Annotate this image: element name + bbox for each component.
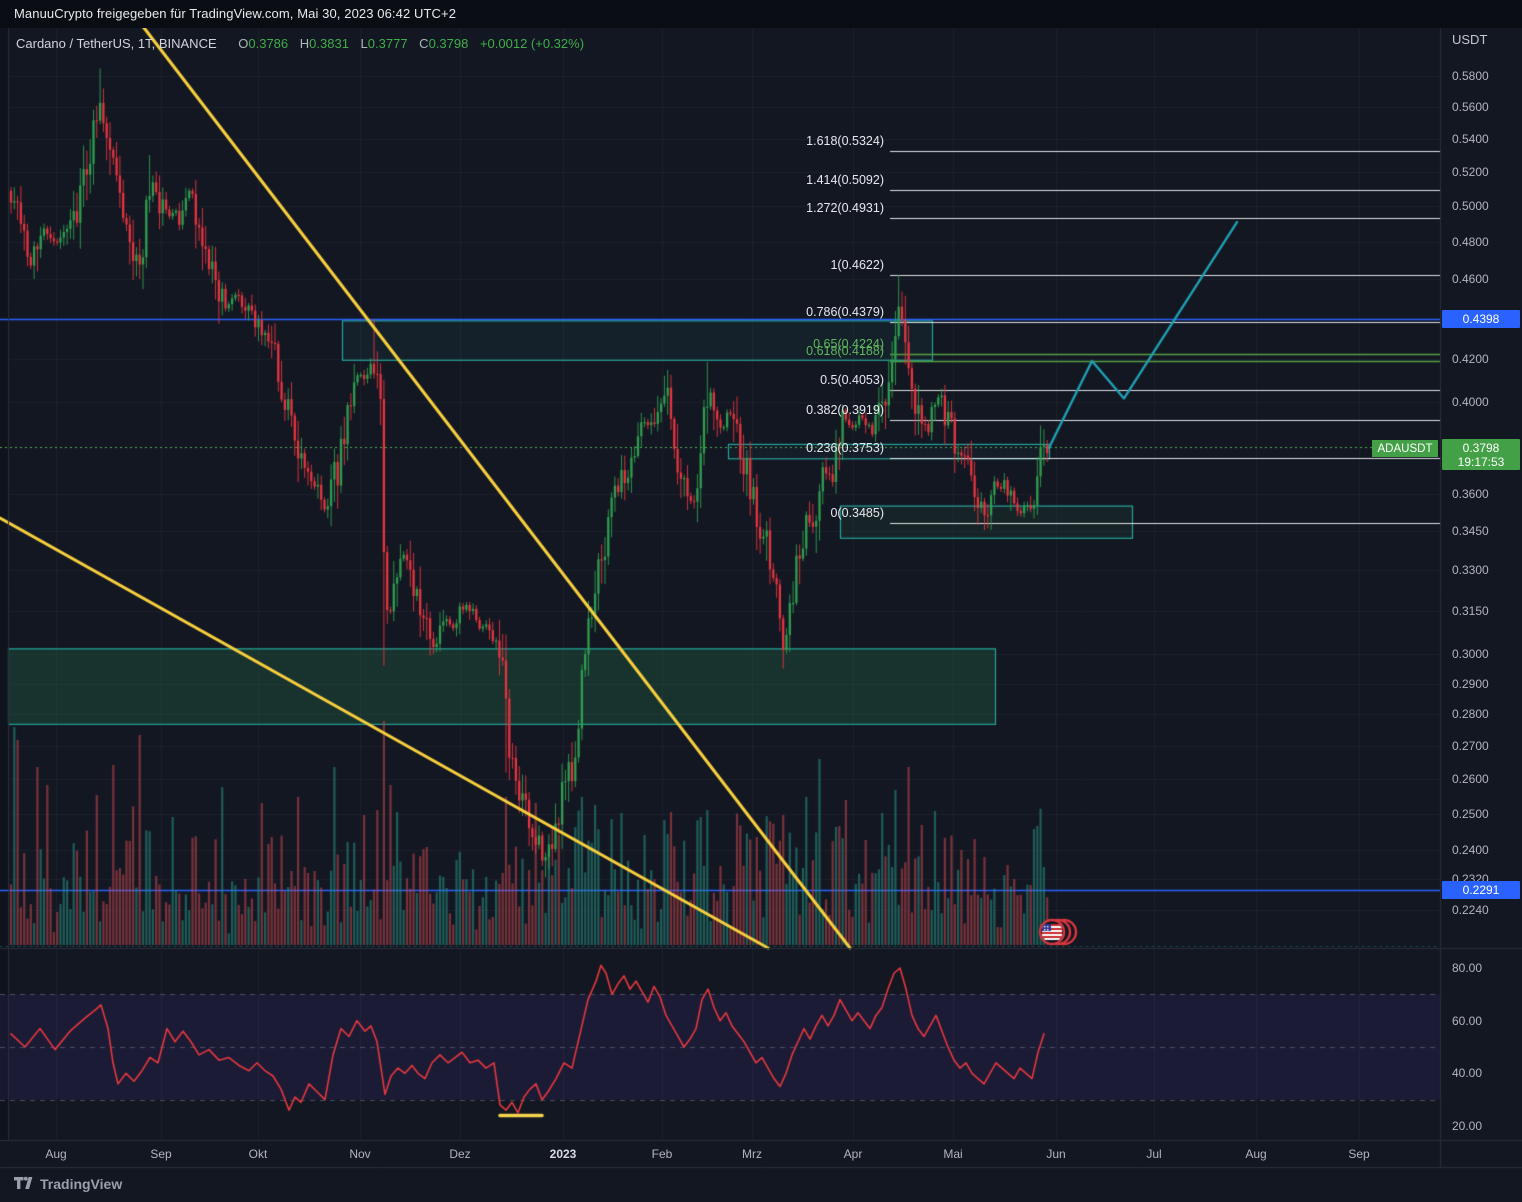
close-label: C: [419, 36, 429, 51]
open-value: 0.3786: [248, 36, 289, 51]
screenshot-caption-bar: ManuuCrypto freigegeben für TradingView.…: [0, 0, 1522, 28]
tradingview-branding[interactable]: TradingView: [14, 1174, 122, 1193]
symbol-title[interactable]: Cardano / TetherUS, 1T, BINANCE: [16, 36, 217, 51]
tradingview-logo-text: TradingView: [40, 1175, 123, 1192]
high-value: 0.3831: [309, 36, 349, 51]
close-value: 0.3798: [428, 36, 469, 51]
tradingview-logo-icon: [14, 1176, 33, 1189]
price-axis-title: USDT: [1452, 32, 1488, 47]
open-label: O: [238, 36, 249, 51]
chart-legend: Cardano / TetherUS, 1T, BINANCE O0.3786 …: [16, 36, 584, 51]
low-value: 0.3777: [367, 36, 408, 51]
low-label: L: [360, 36, 368, 51]
caption-text: ManuuCrypto freigegeben für TradingView.…: [14, 6, 457, 21]
symbol-price-flag[interactable]: ADAUSDT: [1372, 440, 1438, 457]
change-value: +0.0012 (+0.32%): [479, 36, 585, 51]
high-label: H: [299, 36, 310, 51]
